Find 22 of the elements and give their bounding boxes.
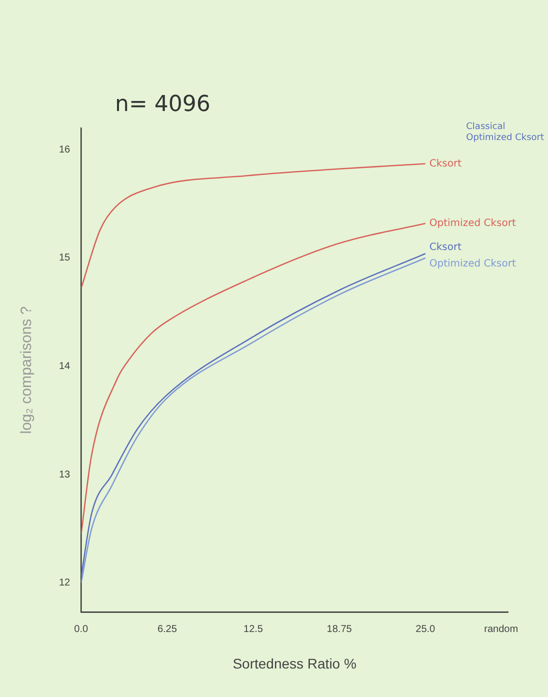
annotation: Optimized Cksort [466, 133, 544, 144]
x-axis-title: Sortedness Ratio % [232, 655, 356, 672]
chart-title: n= 4096 [115, 92, 210, 117]
y-tick-label: 14 [59, 361, 71, 372]
x-tick-label: random [484, 624, 518, 635]
series-label: Cksort [429, 242, 462, 254]
x-tick-label: 18.75 [326, 624, 352, 635]
series-label: Optimized Cksort [429, 218, 516, 229]
series-label: Optimized Cksort [429, 258, 516, 270]
y-tick-label: 15 [59, 252, 71, 264]
x-tick-label: 6.25 [157, 624, 178, 635]
y-tick-label: 12 [59, 578, 71, 589]
x-tick-label: 25.0 [416, 624, 436, 635]
series-label: Cksort [429, 158, 462, 170]
x-tick-label: 12.5 [244, 624, 264, 635]
y-tick-label: 13 [59, 469, 71, 480]
line-series [81, 163, 426, 289]
annotation: Classical [466, 122, 506, 133]
y-tick-label: 16 [59, 144, 71, 156]
y-axis-title: log₂ comparisons ? [18, 306, 36, 434]
x-tick-label: 0.0 [74, 624, 89, 635]
line-series [81, 222, 426, 535]
